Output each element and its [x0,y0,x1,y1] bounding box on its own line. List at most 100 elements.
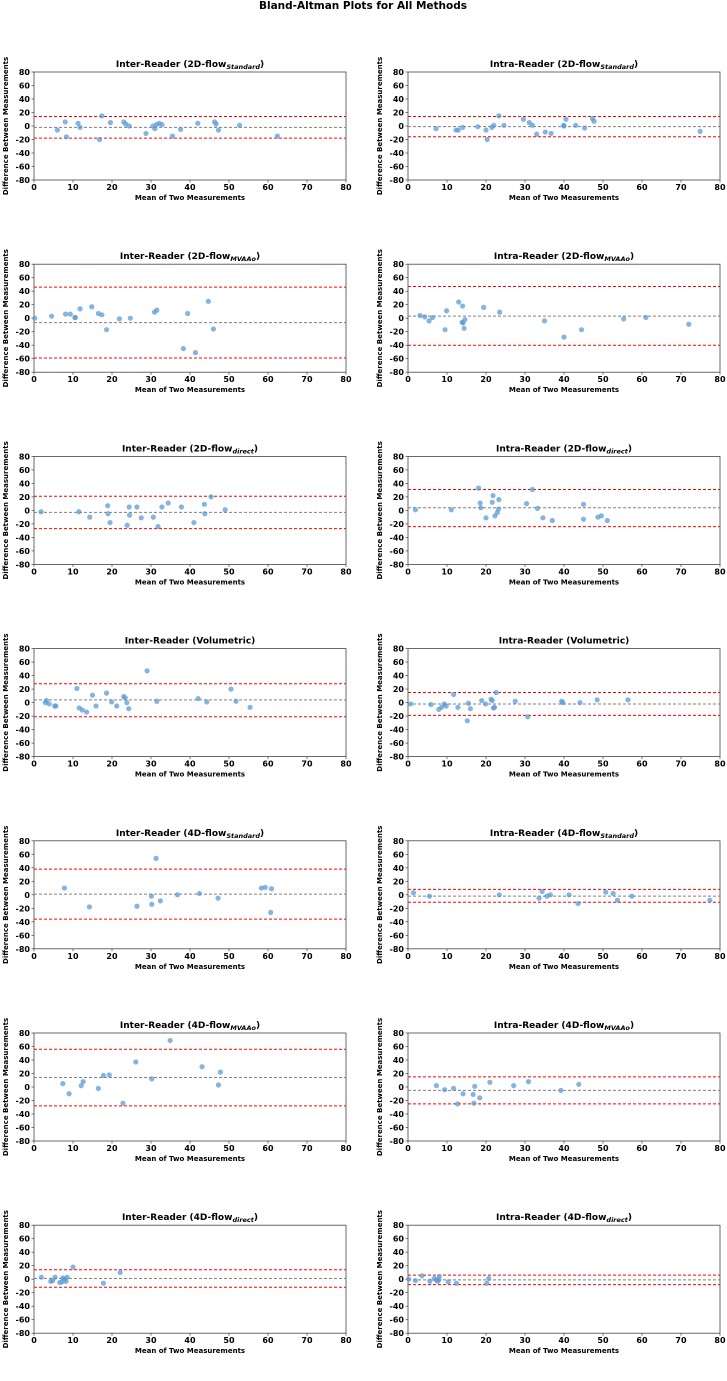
subplot-title: Intra-Reader (2D-flowdirect) [496,444,632,455]
data-point [511,1083,517,1089]
data-point [100,1072,107,1079]
data-point [451,691,457,698]
x-tick-label: 10 [441,375,453,384]
x-tick-label: 40 [184,952,196,961]
x-tick-label: 40 [184,1336,196,1345]
data-point [204,699,210,705]
x-axis-label: Mean of Two Measurements [135,1155,245,1163]
y-tick-label: 60 [19,1235,31,1244]
x-tick-label: 30 [519,183,531,192]
data-point [461,325,467,331]
data-point [66,1091,72,1097]
y-tick-label: -80 [390,368,405,377]
subplot-title-subscript: direct [606,447,628,455]
subplot-title-end: ) [256,252,260,262]
x-tick-label: 30 [145,1144,157,1153]
subplot-title: Inter-Reader (2D-flowStandard) [116,60,264,71]
y-tick-label: 40 [393,287,405,296]
data-point [138,515,144,521]
y-tick-label: -80 [16,176,31,185]
data-point [426,318,432,324]
x-tick-label: 80 [714,952,726,961]
x-tick-label: 10 [441,1336,453,1345]
y-tick-label: 20 [19,877,31,886]
y-tick-label: 60 [393,850,405,859]
subplot-title-subscript: direct [606,1216,628,1224]
y-tick-label: -20 [16,712,31,721]
subplot-13: Intra-Reader (4D-flowdirect) 0 10 20 30 40 50 6… [376,1210,726,1355]
subplot-title-main: Inter-Reader (2D-flow [122,444,232,454]
figure-title: Bland-Altman Plots for All Methods [259,0,467,12]
data-point [75,120,81,126]
y-tick-label: -20 [390,904,405,913]
x-tick-label: 50 [223,760,235,769]
x-tick-label: 10 [441,567,453,576]
y-tick-label: -40 [16,726,31,735]
y-tick-label: 0 [398,1083,404,1092]
subplot-title: Intra-Reader (4D-flowdirect) [496,1213,632,1224]
data-point [114,703,120,709]
y-tick-label: 80 [393,1029,405,1038]
data-point [127,315,133,321]
data-point [455,127,461,133]
y-tick-label: -80 [16,368,31,377]
y-axis-label: Difference Between Measurements [2,441,10,579]
data-point [64,1274,70,1280]
x-tick-label: 50 [597,183,609,192]
data-point [471,1100,477,1106]
y-axis-label: Difference Between Measurements [2,57,10,195]
y-tick-label: 80 [19,837,31,846]
y-tick-label: -80 [390,1137,405,1146]
x-tick-label: 30 [519,375,531,384]
data-point [103,690,110,696]
data-point [610,890,616,897]
y-tick-label: 40 [19,1248,31,1257]
data-point [233,698,239,704]
x-tick-label: 60 [262,375,274,384]
x-tick-label: 70 [675,567,687,576]
plot-frame [33,648,347,757]
data-point [53,703,59,709]
data-point [134,504,140,510]
y-tick-label: 60 [19,466,31,475]
subplot-title-end: ) [260,829,264,839]
y-tick-label: -20 [16,328,31,337]
x-tick-label: 60 [636,952,648,961]
data-point [566,892,572,898]
y-tick-label: 20 [393,109,405,118]
subplot-title-main: Inter-Reader (2D-flow [116,60,226,70]
plot-frame [33,263,347,373]
x-tick-label: 50 [223,1336,235,1345]
data-point [483,515,489,521]
data-point [460,124,466,130]
data-point [122,695,128,701]
data-point [215,1082,222,1088]
subplot-title-subscript: Standard [226,832,260,840]
y-tick-label: -60 [16,739,31,748]
x-tick-label: 40 [184,183,196,192]
x-tick-label: 50 [223,375,235,384]
subplot-title-subscript: MVAAo [230,255,256,263]
x-tick-label: 70 [301,375,313,384]
subplot-12: Inter-Reader (4D-flowdirect) 0 10 20 30 40 50 6… [2,1210,352,1355]
data-point [525,714,531,720]
x-tick-label: 10 [67,567,79,576]
subplot-title-main: Inter-Reader (4D-flow [122,1213,232,1223]
subplot-title-main: Inter-Reader (4D-flow [116,829,226,839]
data-point [210,326,216,332]
y-tick-label: -80 [390,176,405,185]
x-tick-label: 30 [519,952,531,961]
data-point [548,130,554,137]
y-tick-label: 60 [19,82,31,91]
y-tick-label: 20 [393,301,405,310]
y-tick-label: 20 [19,301,31,310]
x-tick-label: 20 [480,952,492,961]
y-tick-label: -60 [16,1124,31,1133]
x-tick-label: 50 [223,567,235,576]
y-axis-label: Difference Between Measurements [2,633,10,771]
data-point [84,709,90,715]
data-point [472,1083,478,1089]
data-point [475,485,482,491]
subplot-title-main: Intra-Reader (2D-flow [490,60,600,70]
